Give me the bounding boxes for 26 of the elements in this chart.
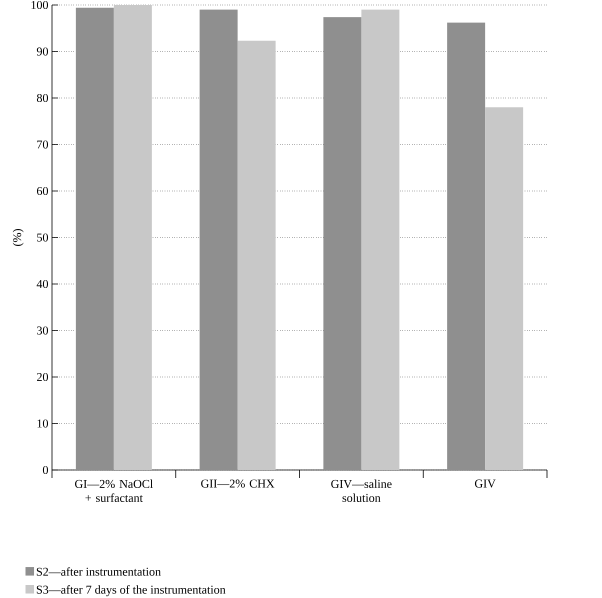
bar bbox=[114, 5, 152, 470]
bar bbox=[361, 10, 400, 470]
legend-label: S3—after 7 days of the instrumentation bbox=[36, 585, 226, 596]
y-axis-title: (%) bbox=[12, 229, 24, 246]
bar bbox=[238, 40, 276, 470]
x-tick-label: GII—2% CHX bbox=[201, 480, 274, 488]
y-tick-label: 90 bbox=[36, 47, 48, 56]
y-tick-label: 60 bbox=[36, 186, 48, 196]
x-tick-label: GI—2% NaOCl + surfactant bbox=[75, 480, 153, 502]
y-tick-label: 0 bbox=[42, 466, 48, 474]
bar bbox=[485, 107, 524, 470]
x-tick-label: GIV bbox=[474, 480, 496, 488]
y-tick-label: 40 bbox=[36, 280, 48, 288]
y-tick-label: 100 bbox=[32, 0, 48, 10]
bar bbox=[200, 10, 238, 470]
legend-label: S2—after instrumentation bbox=[36, 567, 161, 576]
y-tick-label: 70 bbox=[37, 140, 48, 149]
y-tick-label: 20 bbox=[37, 372, 48, 382]
bar bbox=[447, 22, 486, 470]
bar bbox=[76, 8, 114, 470]
y-tick-label: 50 bbox=[37, 233, 48, 242]
y-tick-label: 30 bbox=[37, 326, 48, 335]
y-tick-label: 10 bbox=[38, 419, 48, 428]
bar bbox=[323, 17, 362, 470]
x-tick-label: GIV—saline solution bbox=[331, 480, 392, 502]
y-tick-label: 80 bbox=[36, 94, 48, 102]
